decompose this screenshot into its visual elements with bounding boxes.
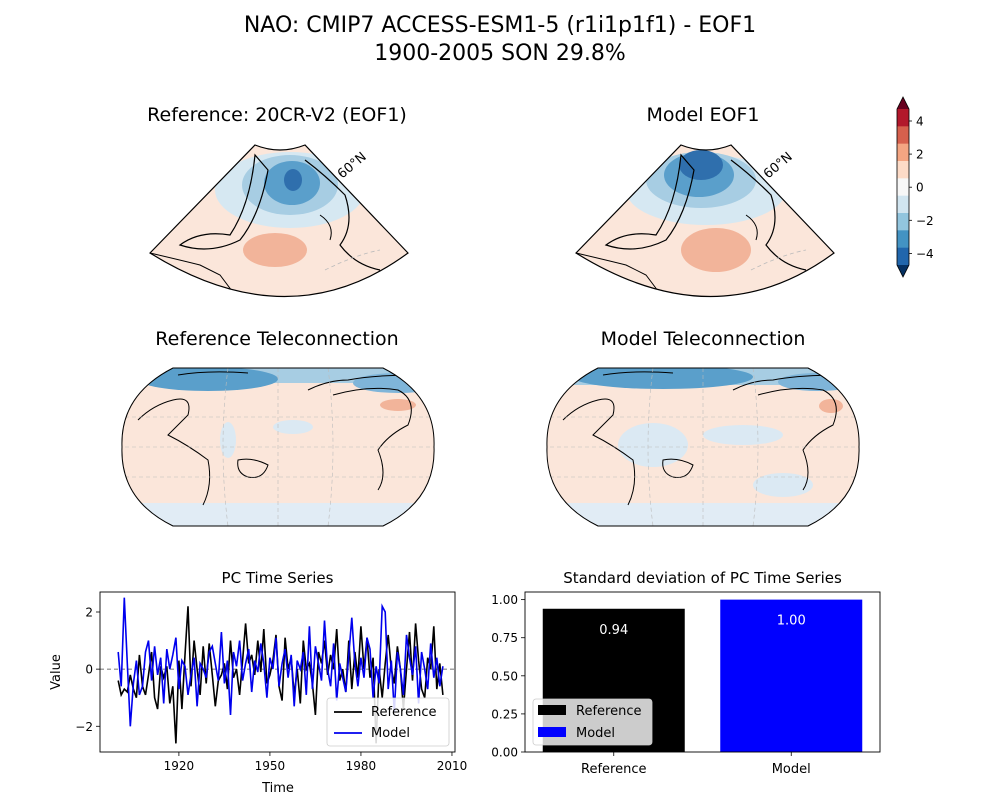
model-eof-title: Model EOF1 bbox=[646, 104, 760, 126]
legend-label-model: Model bbox=[371, 726, 410, 741]
bar-value-label: 0.94 bbox=[599, 623, 628, 638]
legend-label-reference: Reference bbox=[576, 704, 641, 719]
legend-label-reference: Reference bbox=[371, 705, 436, 720]
lat-label: 60°N bbox=[335, 150, 370, 183]
colorbar-cells bbox=[897, 97, 909, 277]
colorbar-cell bbox=[897, 230, 909, 248]
colorbar-cell bbox=[897, 109, 909, 127]
colorbar: 4 2 0 −2 −4 bbox=[896, 96, 934, 278]
bar-legend: Reference Model bbox=[532, 698, 653, 746]
y-tick-label: 0.25 bbox=[491, 707, 518, 721]
colorbar-tick-label: 4 bbox=[916, 115, 924, 129]
y-tick-label: 2 bbox=[85, 606, 93, 620]
colorbar-ticks: 4 2 0 −2 −4 bbox=[909, 115, 934, 261]
x-tick-label: 2010 bbox=[437, 759, 468, 773]
colorbar-tick-label: −4 bbox=[916, 247, 934, 261]
colorbar-cell bbox=[897, 126, 909, 144]
colorbar-tick-label: 0 bbox=[916, 181, 924, 195]
series-line-reference bbox=[117, 606, 444, 744]
y-tick-label: −2 bbox=[75, 720, 93, 734]
line-axes-frame bbox=[99, 591, 456, 753]
colorbar-cell bbox=[897, 161, 909, 179]
std-bar-chart: 0.94 1.00 Reference Model 0.00 0.25 0.50 0.75 1… bbox=[491, 591, 881, 777]
figure-title: NAO: CMIP7 ACCESS-ESM1-5 (r1i1p1f1) - EO… bbox=[0, 12, 1000, 68]
colorbar-tick-label: −2 bbox=[916, 214, 934, 228]
bar-value-label: 1.00 bbox=[777, 614, 806, 629]
figure-title-line2: 1900-2005 SON 29.8% bbox=[374, 41, 626, 66]
bar-model bbox=[720, 599, 863, 752]
legend-swatch-model bbox=[538, 727, 566, 737]
lat-label: 60°N bbox=[761, 150, 796, 183]
colorbar-cell bbox=[897, 143, 909, 162]
legend-label-model: Model bbox=[576, 726, 615, 741]
line-ylabel: Value bbox=[49, 654, 64, 690]
x-tick-label: 1980 bbox=[346, 759, 377, 773]
figure-title-line1: NAO: CMIP7 ACCESS-ESM1-5 (r1i1p1f1) - EO… bbox=[243, 13, 757, 38]
colorbar-cell bbox=[897, 247, 909, 266]
line-xlabel: Time bbox=[261, 781, 294, 796]
y-tick-label: 0.00 bbox=[491, 746, 518, 760]
ref-eof-map: 60°N bbox=[149, 144, 409, 298]
x-tick-label: Model bbox=[772, 762, 811, 777]
colorbar-cell bbox=[897, 195, 909, 214]
colorbar-cell bbox=[897, 213, 909, 231]
series-line-model bbox=[117, 597, 444, 727]
model-eof-map: 60°N bbox=[575, 144, 835, 298]
colorbar-cell bbox=[897, 178, 909, 196]
x-tick-label: 1950 bbox=[255, 759, 286, 773]
ref-tele-title: Reference Teleconnection bbox=[155, 328, 399, 350]
pc-timeseries-title: PC Time Series bbox=[221, 569, 334, 587]
colorbar-extend-bottom bbox=[897, 265, 909, 277]
model-tele-map bbox=[546, 367, 860, 527]
y-tick-label: 0.50 bbox=[491, 669, 518, 683]
ref-tele-map bbox=[121, 367, 435, 527]
bar-axes-frame bbox=[524, 591, 881, 753]
colorbar-tick-label: 2 bbox=[916, 148, 924, 162]
std-bar-title: Standard deviation of PC Time Series bbox=[563, 569, 842, 587]
y-tick-label: 0 bbox=[85, 663, 93, 677]
y-tick-label: 0.75 bbox=[491, 631, 518, 645]
pc-timeseries-chart: 1920 1950 1980 2010 −2 0 2 Time Value Referenc… bbox=[49, 591, 468, 796]
y-tick-label: 1.00 bbox=[491, 593, 518, 607]
model-tele-title: Model Teleconnection bbox=[600, 328, 806, 350]
x-tick-label: Reference bbox=[581, 762, 646, 777]
x-tick-label: 1920 bbox=[164, 759, 195, 773]
legend-swatch-reference bbox=[538, 705, 566, 715]
line-legend: Reference Model bbox=[326, 697, 450, 747]
colorbar-extend-top bbox=[897, 97, 909, 109]
ref-eof-title: Reference: 20CR-V2 (EOF1) bbox=[147, 104, 407, 126]
